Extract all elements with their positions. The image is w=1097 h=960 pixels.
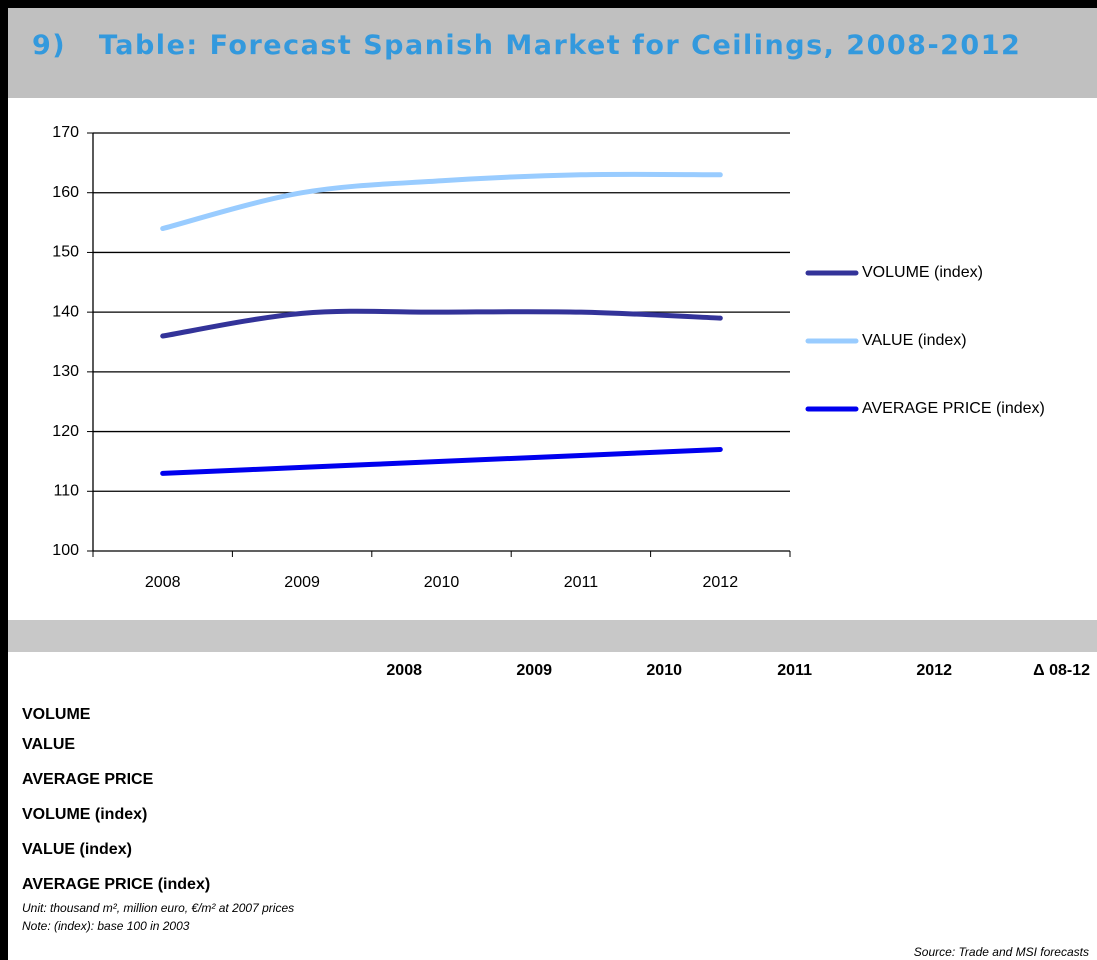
series-line (160, 308, 723, 339)
series-line (160, 171, 723, 232)
y-tick-label: 100 (52, 542, 79, 559)
title-band (8, 8, 1097, 98)
column-header: 2009 (516, 662, 552, 679)
y-tick-label: 110 (53, 483, 79, 500)
y-tick-label: 140 (52, 303, 79, 320)
y-tick-label: 150 (52, 244, 79, 261)
y-tick-label: 120 (52, 423, 79, 440)
chart: 100 110 120 130 140 150 160 170 2008 2009 2010 2011… (52, 124, 1045, 591)
legend-label: VOLUME (index) (862, 264, 983, 281)
frame (0, 0, 1097, 8)
legend-label: AVERAGE PRICE (index) (862, 400, 1045, 417)
row-label: VOLUME (22, 706, 91, 723)
source: Source: Trade and MSI forecasts (913, 945, 1089, 959)
y-tick-label: 170 (52, 124, 79, 141)
series-line (160, 446, 723, 476)
title: 9) Table: Forecast Spanish Market for Ce… (32, 30, 1022, 61)
row-label: AVERAGE PRICE (index) (22, 876, 211, 893)
x-tick-label: 2008 (145, 574, 181, 591)
note: Note: (index): base 100 in 2003 (22, 919, 190, 933)
column-header: 2011 (777, 662, 812, 679)
row-label: VOLUME (index) (22, 806, 148, 823)
row-label: AVERAGE PRICE (22, 771, 154, 788)
legend-label: VALUE (index) (862, 332, 967, 349)
x-tick-label: 2012 (703, 574, 739, 591)
column-header: 2010 (646, 662, 682, 679)
row-label: VALUE (22, 736, 76, 753)
row-label: VALUE (index) (22, 841, 132, 858)
column-header: 2012 (916, 662, 952, 679)
table-header-band (8, 620, 1097, 652)
x-tick-label: 2010 (424, 574, 460, 591)
x-tick-label: 2009 (284, 574, 320, 591)
y-tick-label: 160 (52, 184, 79, 201)
y-tick-label: 130 (52, 363, 79, 380)
column-header: Δ 08-12 (1033, 662, 1090, 679)
column-header: 2008 (386, 662, 422, 679)
frame (0, 0, 8, 960)
x-tick-label: 2011 (564, 574, 599, 591)
note: Unit: thousand m², million euro, €/m² at… (22, 901, 295, 915)
